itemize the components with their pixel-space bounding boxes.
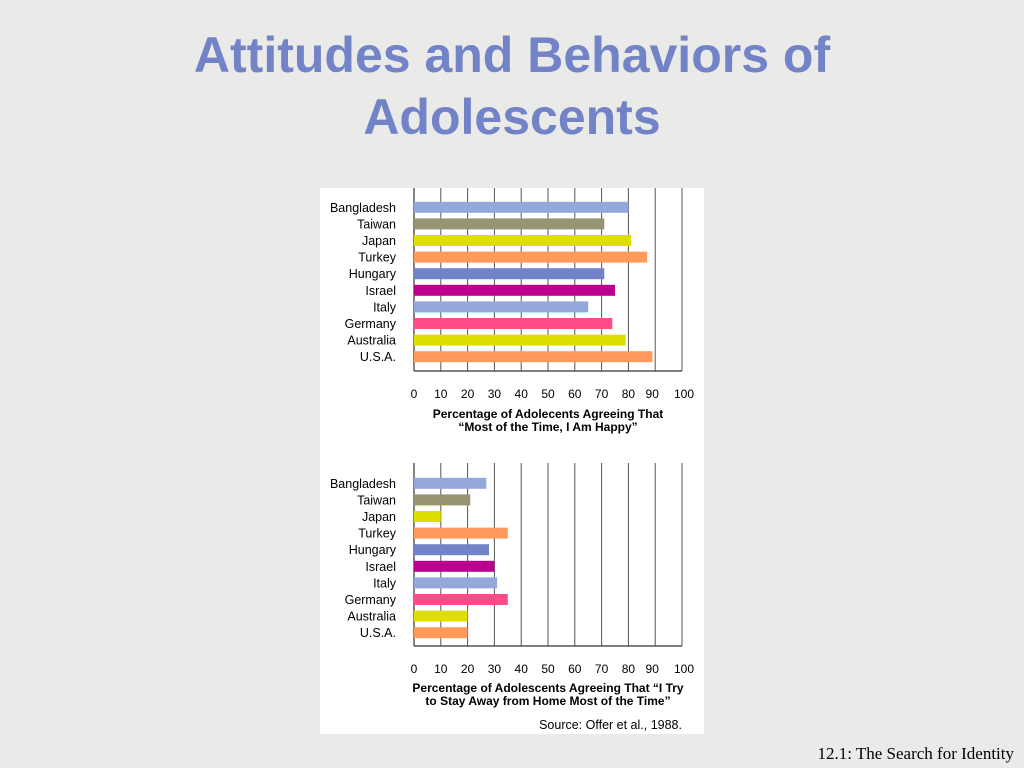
bar-bangladesh xyxy=(414,477,487,489)
category-label: Italy xyxy=(373,576,397,590)
x-tick-label: 100 xyxy=(674,662,694,676)
bar-taiwan xyxy=(414,218,605,230)
bar-turkey xyxy=(414,251,648,263)
category-label: Germany xyxy=(345,593,397,607)
category-label: Turkey xyxy=(358,527,396,541)
x-tick-label: 30 xyxy=(488,387,502,401)
bar-japan xyxy=(414,235,632,246)
bar-australia xyxy=(414,610,468,622)
x-axis-title-line-2: “Most of the Time, I Am Happy” xyxy=(458,420,637,434)
slide-title-line-1: Attitudes and Behaviors of xyxy=(193,27,831,83)
x-tick-label: 20 xyxy=(461,662,475,676)
category-label: Italy xyxy=(373,300,397,314)
category-label: Germany xyxy=(345,317,397,331)
x-tick-label: 40 xyxy=(515,387,529,401)
category-label: Bangladesh xyxy=(330,477,396,491)
category-label: Taiwan xyxy=(357,217,396,231)
x-tick-label: 80 xyxy=(622,662,636,676)
x-tick-label: 50 xyxy=(541,662,555,676)
x-tick-label: 30 xyxy=(488,662,502,676)
category-label: Turkey xyxy=(358,251,396,265)
x-axis-title-line-1: Percentage of Adolecents Agreeing That xyxy=(433,407,664,421)
chart-panel-1: Bangladesh Taiwan Japan Turkey Hungary Israel… xyxy=(330,188,694,434)
x-tick-label: 60 xyxy=(568,662,582,676)
category-label: Bangladesh xyxy=(330,201,396,215)
bar-australia xyxy=(414,334,626,346)
category-label: Hungary xyxy=(349,543,397,557)
x-axis-title-line-2: to Stay Away from Home Most of the Time” xyxy=(425,694,670,708)
category-label: Taiwan xyxy=(357,493,396,507)
chart-figure: Bangladesh Taiwan Japan Turkey Hungary Israel… xyxy=(320,188,704,734)
x-tick-label: 70 xyxy=(595,387,609,401)
bar-germany xyxy=(414,594,508,605)
slide-title: Attitudes and Behaviors of Adolescents xyxy=(0,24,1024,148)
bar-u-s-a xyxy=(414,351,653,363)
bar-u-s-a xyxy=(414,627,468,639)
x-tick-label: 0 xyxy=(411,662,418,676)
x-tick-label: 10 xyxy=(434,387,448,401)
slide-title-line-2: Adolescents xyxy=(363,89,661,145)
bar-taiwan xyxy=(414,494,471,506)
category-label: U.S.A. xyxy=(360,626,396,640)
x-tick-label: 0 xyxy=(411,387,418,401)
bar-israel xyxy=(414,284,615,296)
bar-italy xyxy=(414,577,498,589)
category-label: Israel xyxy=(365,284,396,298)
x-tick-label: 100 xyxy=(674,387,694,401)
bar-italy xyxy=(414,301,589,313)
bar-hungary xyxy=(414,544,490,556)
bar-bangladesh xyxy=(414,201,629,213)
category-label: Japan xyxy=(362,510,396,524)
bar-charts: Bangladesh Taiwan Japan Turkey Hungary Israel… xyxy=(330,188,694,732)
bar-germany xyxy=(414,318,613,329)
bar-japan xyxy=(414,511,441,522)
source-note: Source: Offer et al., 1988. xyxy=(539,718,682,732)
x-tick-label: 70 xyxy=(595,662,609,676)
x-axis-title-line-1: Percentage of Adolescents Agreeing That … xyxy=(412,681,684,695)
category-label: Japan xyxy=(362,234,396,248)
category-label: Israel xyxy=(365,560,396,574)
category-label: Hungary xyxy=(349,267,397,281)
bar-turkey xyxy=(414,527,508,539)
bar-israel xyxy=(414,560,495,572)
category-label: Australia xyxy=(347,334,396,348)
slide-footer: 12.1: The Search for Identity xyxy=(817,744,1014,763)
x-tick-label: 10 xyxy=(434,662,448,676)
chart-panel-2: Bangladesh Taiwan Japan Turkey Hungary Israel… xyxy=(330,463,694,732)
category-label: Australia xyxy=(347,610,396,624)
x-tick-label: 40 xyxy=(515,662,529,676)
x-tick-label: 80 xyxy=(622,387,636,401)
x-tick-label: 50 xyxy=(541,387,555,401)
bar-hungary xyxy=(414,268,605,280)
category-label: U.S.A. xyxy=(360,350,396,364)
x-tick-label: 90 xyxy=(646,662,660,676)
x-tick-label: 20 xyxy=(461,387,475,401)
x-tick-label: 90 xyxy=(646,387,660,401)
x-tick-label: 60 xyxy=(568,387,582,401)
